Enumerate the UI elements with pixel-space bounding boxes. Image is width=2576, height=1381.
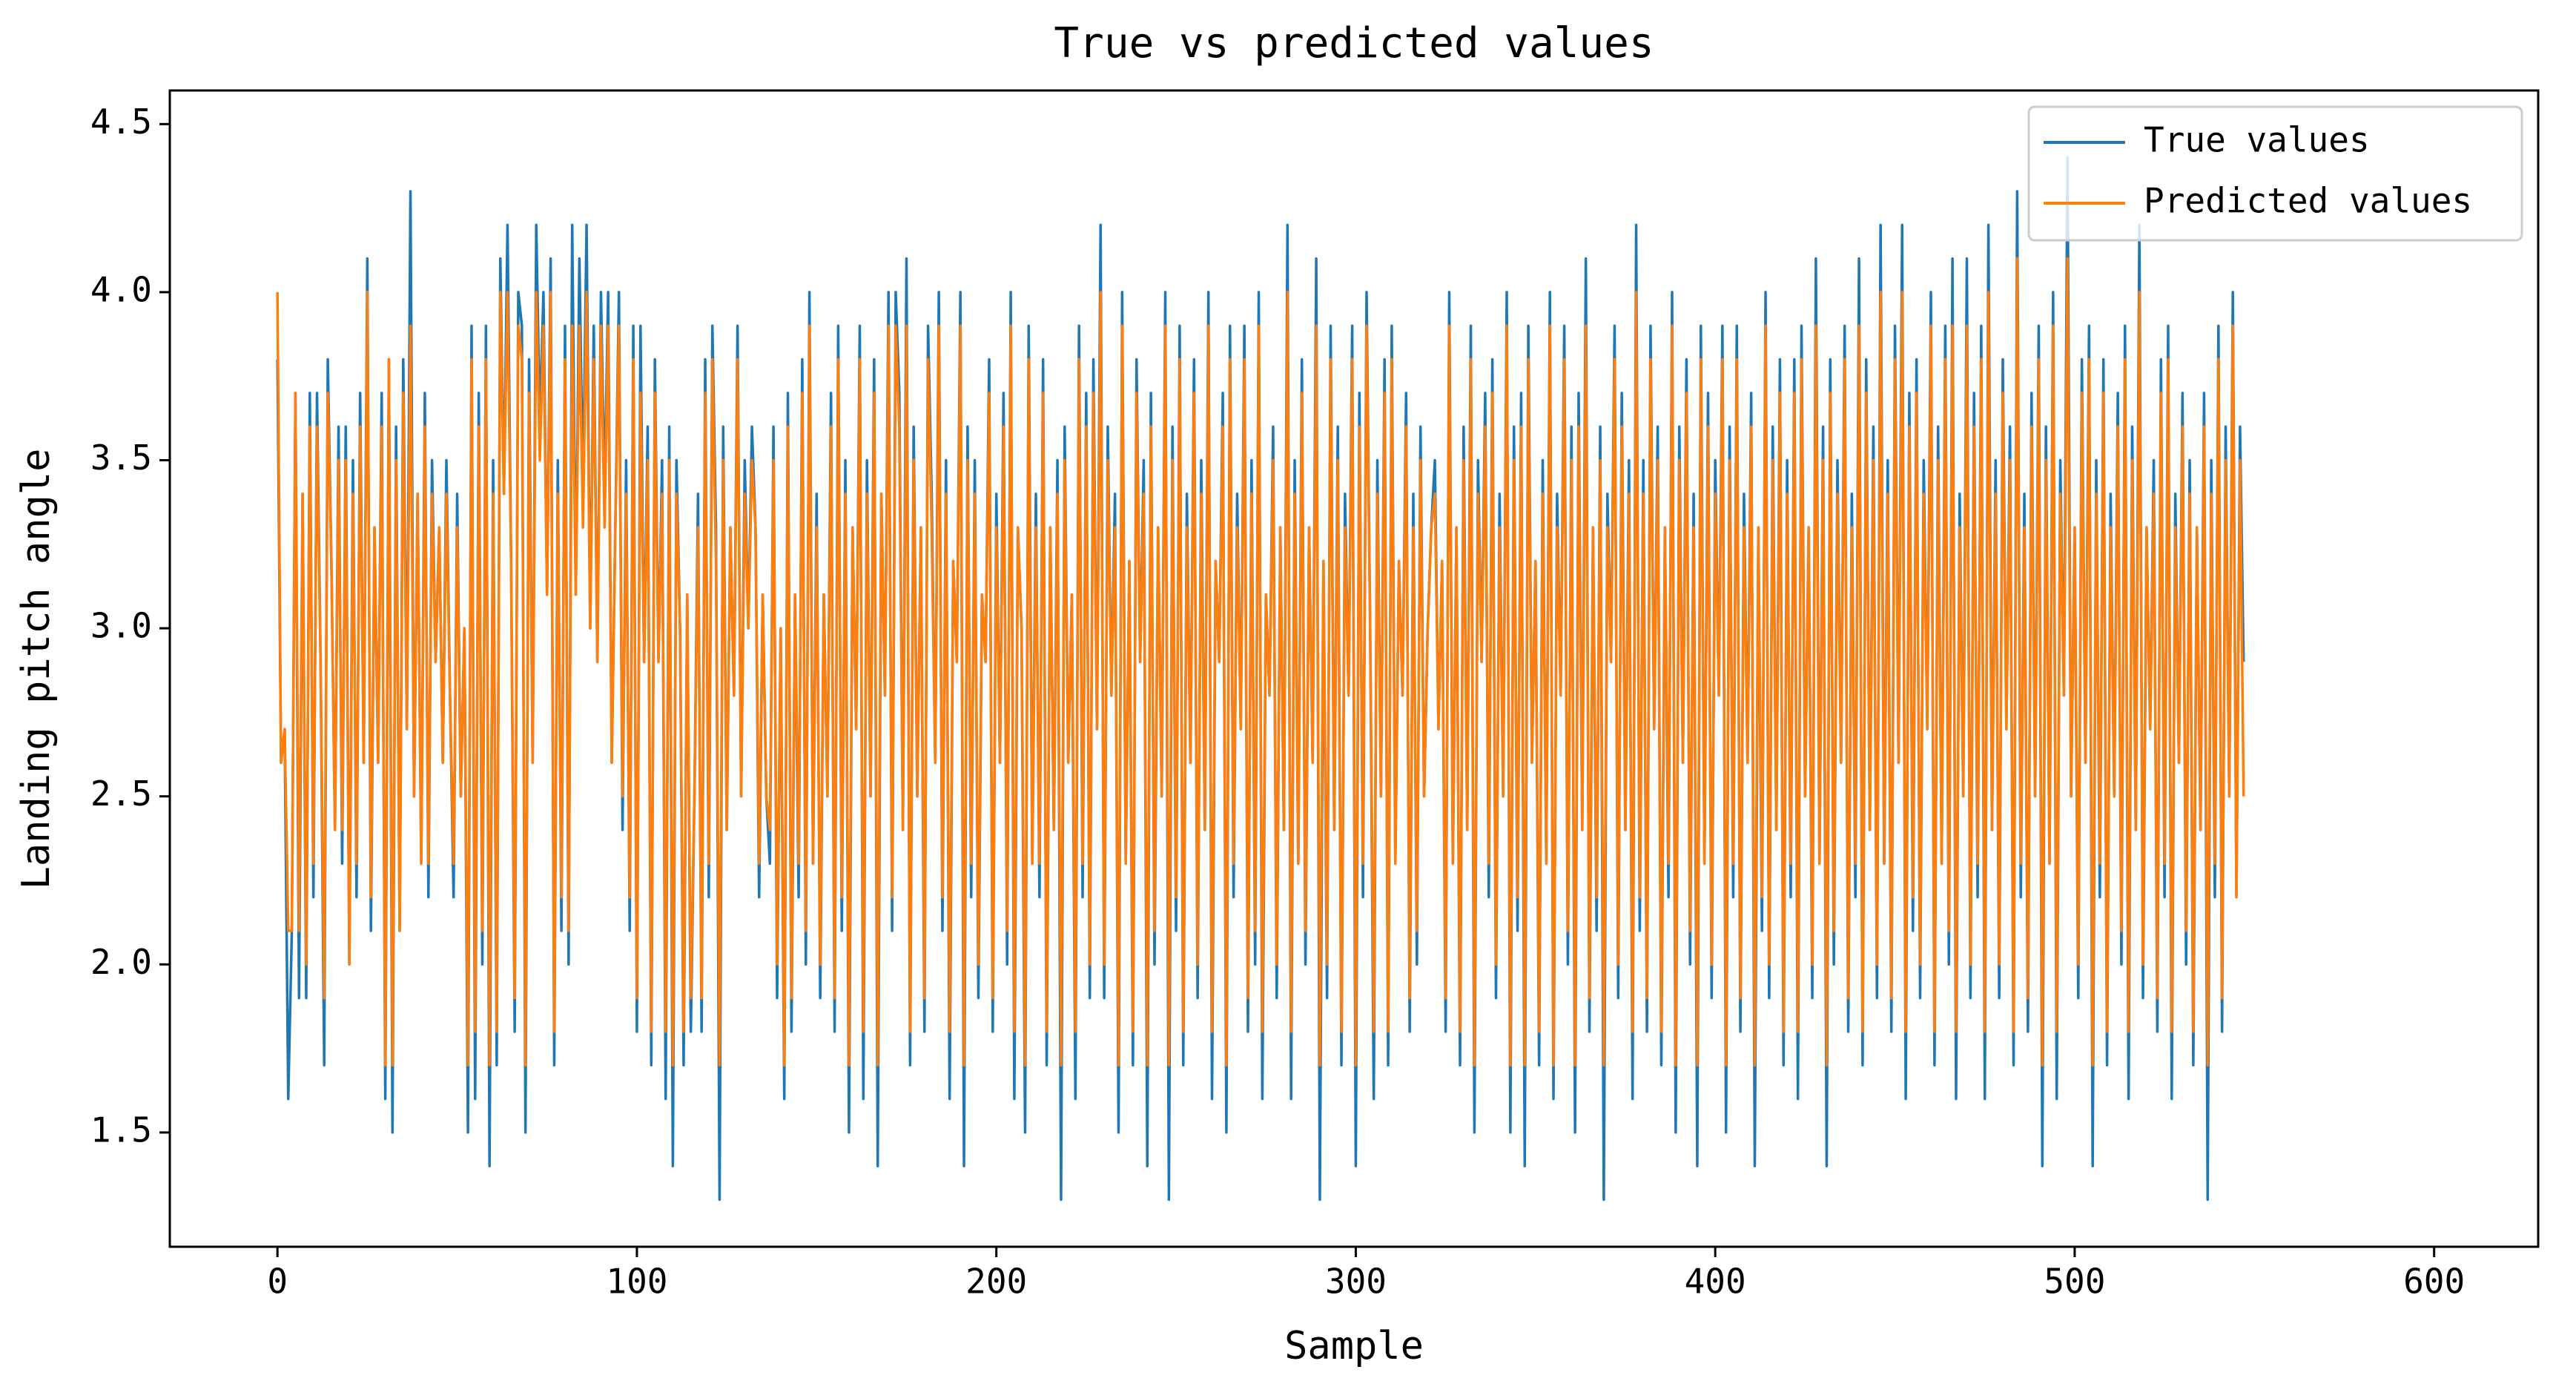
legend-label: True values [2144,120,2370,160]
y-axis-label: Landing pitch angle [14,449,59,890]
y-tick-label: 1.5 [90,1110,152,1150]
plot-frame [168,89,2540,1248]
x-tick-label: 500 [2044,1262,2105,1302]
x-tick-label: 400 [1685,1262,1746,1302]
x-tick-label: 600 [2403,1262,2465,1302]
y-tick-label: 4.5 [90,102,152,142]
data-line [276,257,2245,1067]
y-tick-label: 3.5 [90,438,152,478]
x-tick-label: 100 [606,1262,667,1302]
legend-label: Predicted values [2144,181,2472,221]
y-tick-label: 2.0 [90,942,152,982]
x-tick-label: 300 [1325,1262,1387,1302]
y-tick-label: 4.0 [90,269,152,309]
y-tick-label: 3.0 [90,606,152,646]
y-tick-label: 2.5 [90,774,152,814]
x-tick-label: 0 [267,1262,288,1302]
x-tick-label: 200 [965,1262,1027,1302]
chart-title: True vs predicted values [1054,19,1654,67]
x-axis-label: Sample [1284,1324,1424,1368]
legend-box [2027,105,2523,242]
